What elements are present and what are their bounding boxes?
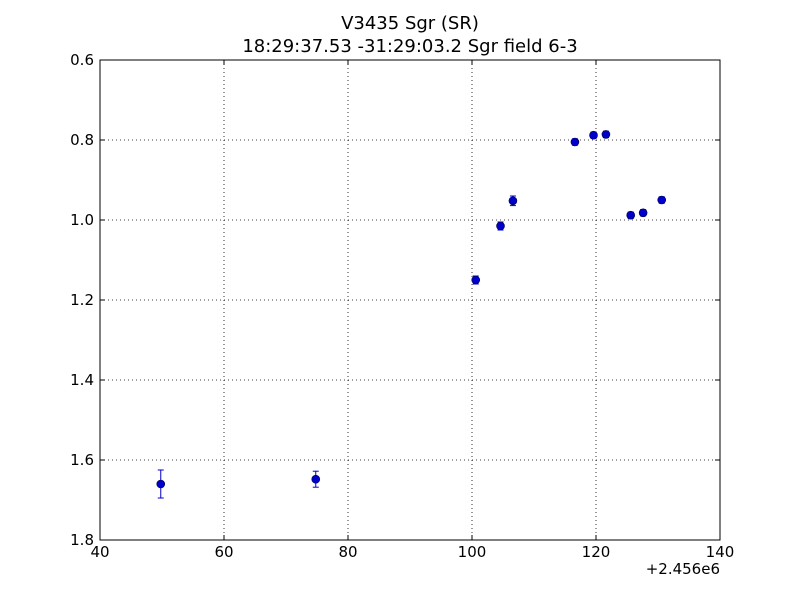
data-point <box>471 275 481 285</box>
x-offset-label: +2.456e6 <box>646 560 720 578</box>
data-point <box>638 208 648 218</box>
x-tick-label: 120 <box>582 543 611 561</box>
data-point <box>626 210 636 220</box>
y-tick-label: 1.6 <box>70 451 94 469</box>
x-tick-label: 100 <box>458 543 487 561</box>
x-tick-label: 60 <box>214 543 233 561</box>
y-tick-label: 1.4 <box>70 371 94 389</box>
data-point <box>156 479 166 489</box>
grid <box>100 60 720 540</box>
plot-frame <box>99 59 721 541</box>
data-points <box>156 130 667 499</box>
y-tick-label: 1.2 <box>70 291 94 309</box>
data-point <box>311 474 321 484</box>
data-point <box>601 130 611 139</box>
tick-labels: 40 60 80 100 120 140 0.6 0.8 1.0 1.2 1.4 1.6 1.8 <box>70 51 734 561</box>
x-tick-label: 40 <box>90 543 109 561</box>
x-tick-label: 140 <box>706 543 735 561</box>
chart-title: V3435 Sgr (SR) <box>341 13 479 34</box>
y-tick-label: 1.0 <box>70 211 94 229</box>
data-point <box>589 130 598 140</box>
y-tick-label: 0.6 <box>70 51 94 69</box>
data-point <box>570 137 580 147</box>
data-point <box>508 196 518 206</box>
x-tick-label: 80 <box>338 543 357 561</box>
data-point <box>496 221 505 231</box>
y-tick-label: 1.8 <box>70 531 94 549</box>
y-tick-label: 0.8 <box>70 131 94 149</box>
chart-subtitle: 18:29:37.53 -31:29:03.2 Sgr field 6-3 <box>242 36 577 57</box>
data-point <box>657 195 667 205</box>
